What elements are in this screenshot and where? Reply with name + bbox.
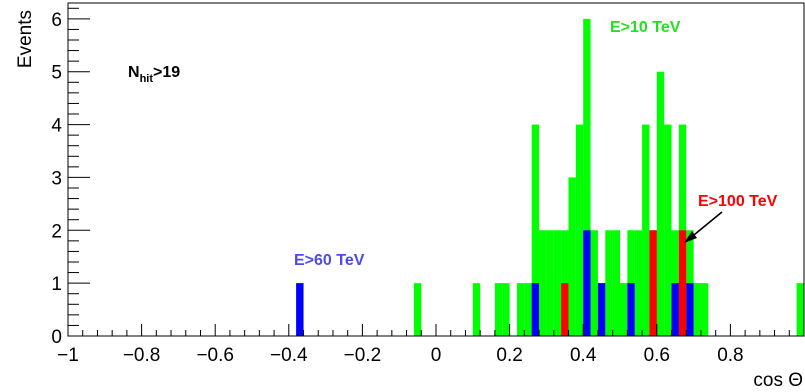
nhit-subscript: hit: [140, 73, 154, 85]
histogram-bar: [678, 124, 687, 336]
series-e60-bars: [296, 230, 694, 336]
histogram-bar: [553, 230, 562, 336]
histogram-bar: [649, 230, 657, 336]
histogram-bar: [686, 283, 694, 336]
y-tick-label: 1: [51, 274, 62, 295]
series-e10-bars: [296, 18, 804, 336]
y-tick-label: 2: [51, 221, 62, 242]
series-e100-bars: [561, 230, 687, 336]
x-axis-ticks: −1 −0.8 −0.6 −0.4 −0.2 0 0.2 0.4 0.6 0.8: [57, 324, 805, 366]
x-tick-label: 0.4: [570, 345, 597, 366]
histogram-bar: [575, 124, 584, 336]
histogram-bar: [472, 283, 481, 336]
histogram-bar: [605, 230, 613, 336]
y-tick-label: 6: [51, 10, 62, 31]
x-tick-label: −1: [57, 345, 79, 366]
histogram-bar: [678, 230, 687, 336]
x-axis-title: cos Θ: [753, 370, 803, 391]
histogram-bar: [531, 124, 540, 336]
histogram-bar: [516, 283, 525, 336]
histogram-bar: [539, 230, 547, 336]
histogram-bar: [296, 283, 304, 336]
histogram-bar: [531, 283, 540, 336]
y-tick-label: 4: [51, 116, 62, 137]
histogram-bar: [561, 283, 569, 336]
x-tick-label: −0.6: [196, 345, 234, 366]
histogram-bar: [583, 230, 591, 336]
x-tick-label: −0.8: [123, 345, 161, 366]
histogram-bar: [620, 283, 628, 336]
histogram-bar: [583, 18, 591, 336]
nhit-condition: >19: [153, 64, 180, 81]
e100-annotation: E>100 TeV: [698, 193, 778, 210]
y-tick-label: 3: [51, 168, 62, 189]
nhit-annotation: Nhit>19: [128, 64, 180, 85]
histogram-bar: [627, 283, 635, 336]
histogram-bar: [597, 283, 606, 336]
histogram-bar: [671, 283, 679, 336]
e60-annotation: E>60 TeV: [294, 252, 365, 269]
x-tick-label: 0: [431, 345, 442, 366]
histogram-bar: [590, 230, 598, 336]
histogram-bar: [693, 283, 701, 336]
histogram-bar: [494, 283, 503, 336]
histogram-bar: [612, 230, 620, 336]
x-tick-label: −0.2: [344, 345, 382, 366]
histogram-bar: [700, 283, 709, 336]
histogram-bar: [656, 71, 665, 336]
e10-annotation: E>10 TeV: [610, 19, 681, 36]
histogram-bar: [502, 283, 510, 336]
histogram-bar: [568, 177, 576, 336]
x-tick-label: 0.2: [496, 345, 522, 366]
e100-arrow: [684, 211, 723, 243]
y-tick-label: 5: [51, 63, 62, 84]
histogram-bar: [664, 124, 672, 336]
y-axis-ticks: 0 1 2 3 4 5 6: [51, 7, 90, 348]
x-tick-label: −0.4: [270, 345, 308, 366]
y-axis-title: Events: [15, 10, 36, 68]
histogram-bar: [413, 283, 422, 336]
histogram-bar: [642, 124, 650, 336]
histogram-bar: [634, 230, 643, 336]
x-tick-label: 0.6: [644, 345, 670, 366]
histogram-bar: [546, 230, 554, 336]
x-tick-label: 0.8: [717, 345, 743, 366]
histogram-bar: [796, 283, 804, 336]
y-tick-label: 0: [51, 327, 62, 348]
nhit-main: N: [128, 64, 140, 81]
histogram-bar: [524, 283, 532, 336]
